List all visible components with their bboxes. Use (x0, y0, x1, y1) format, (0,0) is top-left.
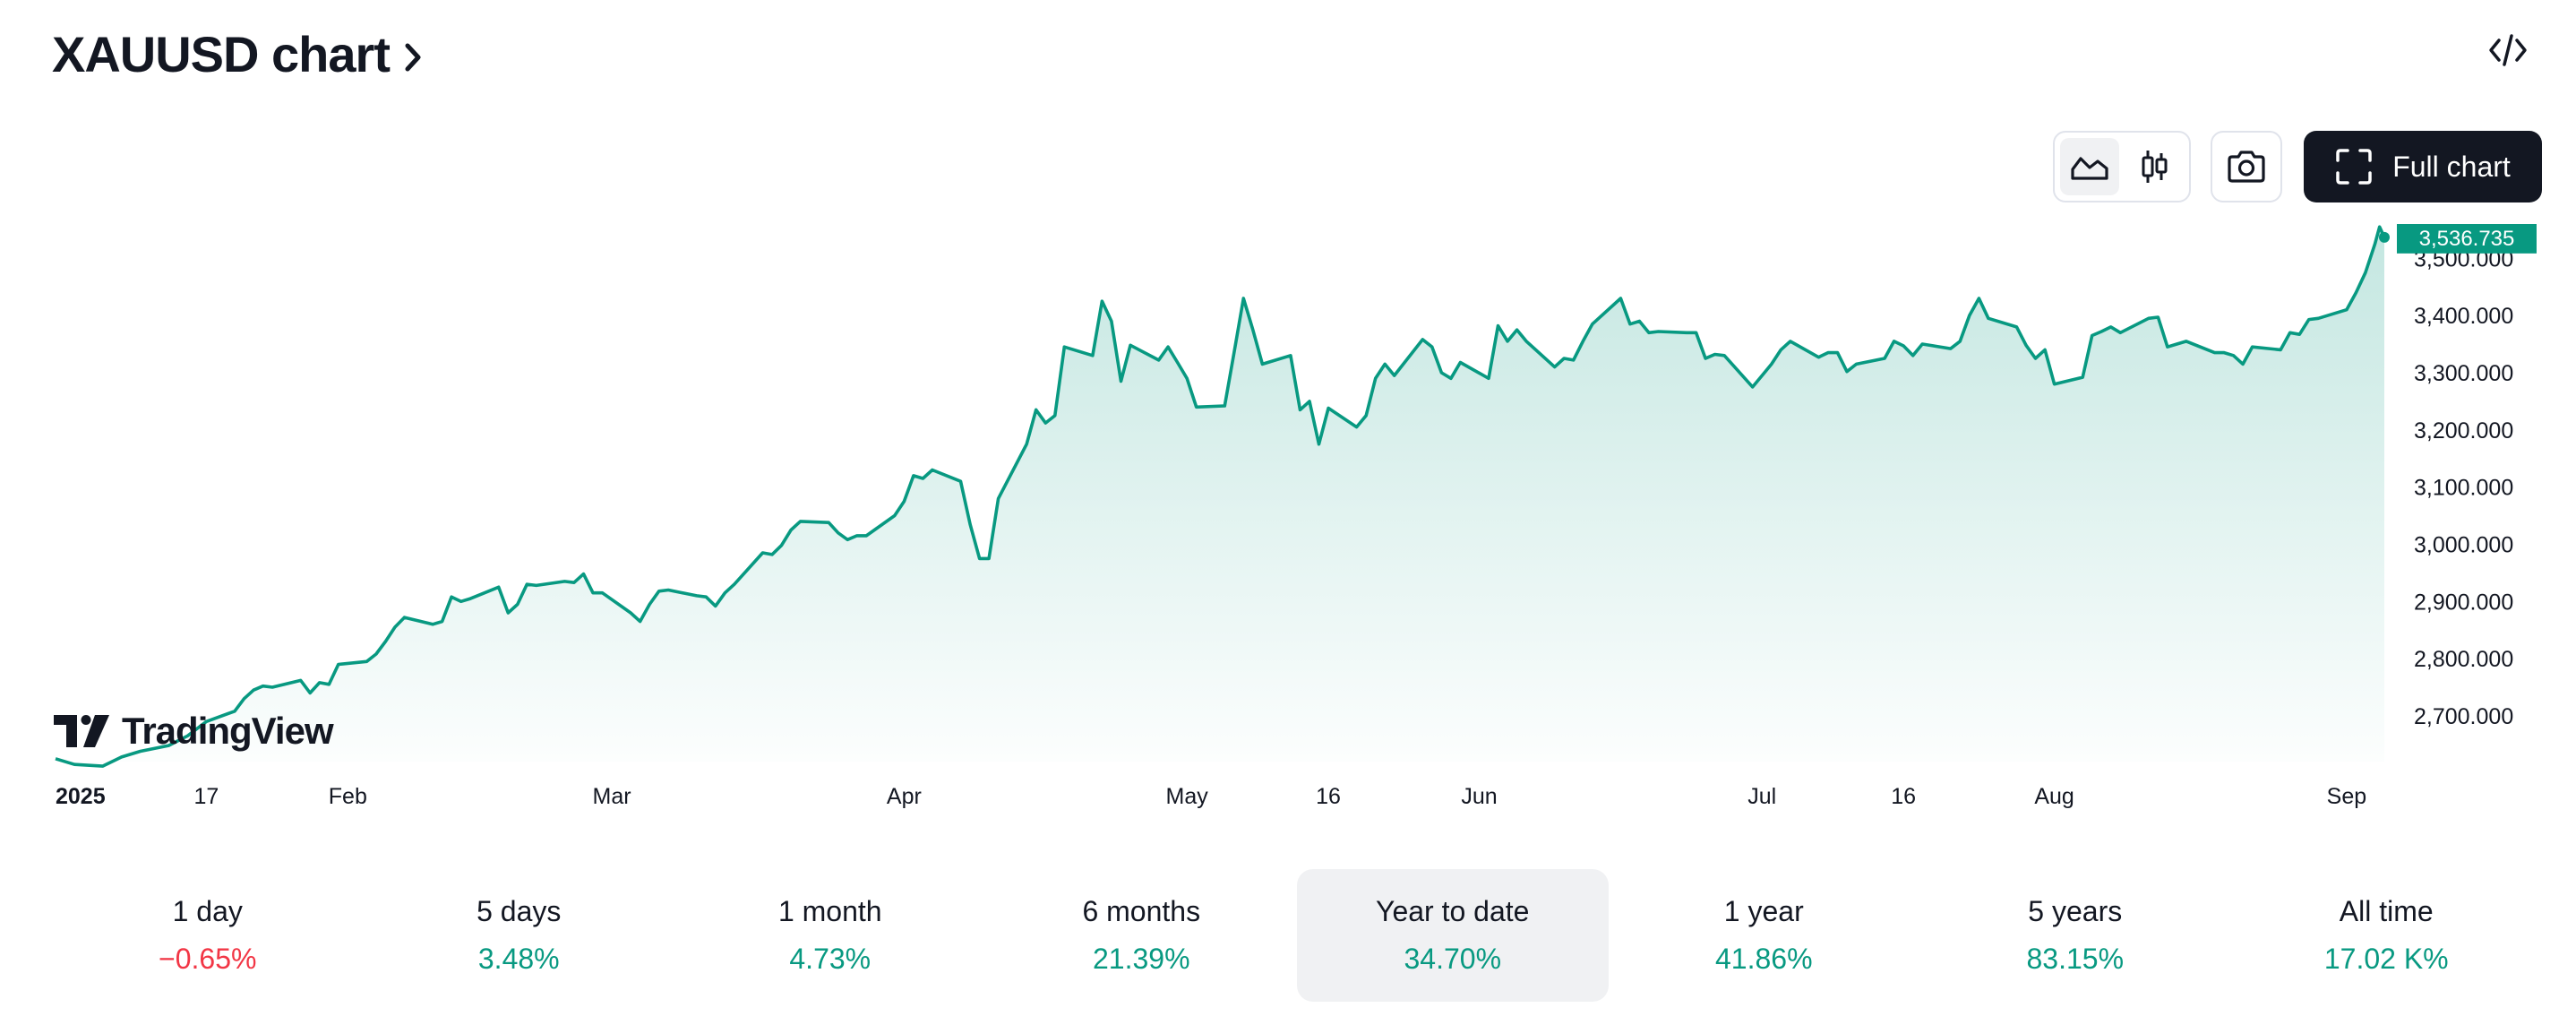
performance-periods: 1 day −0.65% 5 days 3.48% 1 month 4.73% 6 mont… (52, 869, 2542, 1002)
y-axis-tick-label: 2,700.000 (2414, 704, 2513, 729)
area-chart-icon (2071, 157, 2108, 180)
x-axis-tick-label: 16 (1891, 784, 1916, 809)
period-label: 1 month (777, 895, 882, 927)
price-chart[interactable]: 2,700.000 2,800.000 2,900.000 3,000.000 3,10… (0, 224, 2576, 833)
last-price-tag (2397, 224, 2537, 254)
tradingview-logo[interactable]: TradingView (54, 710, 334, 753)
last-price-label: 3,536.735 (2419, 227, 2515, 251)
period-tab-1-year[interactable]: 1 year 41.86% (1609, 869, 1920, 1002)
full-chart-button[interactable]: Full chart (2304, 131, 2542, 202)
period-label: 6 months (1082, 895, 1201, 927)
fullscreen-icon (2336, 149, 2372, 185)
period-label: 1 year (1723, 895, 1804, 927)
chart-type-toggle (2053, 131, 2191, 202)
chevron-right-icon (405, 43, 421, 71)
period-tab-5-years[interactable]: 5 years 83.15% (1919, 869, 2231, 1002)
period-tab-6-months[interactable]: 6 months 21.39% (986, 869, 1298, 1002)
y-axis-tick-label: 2,900.000 (2414, 590, 2513, 615)
full-chart-label: Full chart (2392, 150, 2511, 183)
x-axis-tick-label: 16 (1316, 784, 1341, 809)
period-change: 34.70% (1404, 943, 1502, 975)
x-axis-tick-label: Jul (1747, 784, 1776, 809)
x-axis-tick-label: Feb (329, 784, 367, 809)
candlestick-icon (2142, 151, 2168, 183)
x-axis-tick-label: 2025 (56, 784, 106, 809)
period-label: 5 years (2028, 895, 2123, 927)
period-label: All time (2339, 895, 2434, 927)
candlestick-chart-button[interactable] (2125, 138, 2184, 195)
period-change: 4.73% (789, 943, 872, 975)
y-axis-tick-label: 3,300.000 (2414, 361, 2513, 386)
period-tab-5-days[interactable]: 5 days 3.48% (364, 869, 675, 1002)
period-change: 21.39% (1092, 943, 1190, 975)
x-axis-tick-label: Aug (2034, 784, 2074, 809)
period-label: Year to date (1376, 895, 1530, 927)
y-axis-tick-label: 3,400.000 (2414, 304, 2513, 329)
period-tab-1-day[interactable]: 1 day −0.65% (52, 869, 364, 1002)
y-axis-tick-label: 3,200.000 (2414, 418, 2513, 444)
x-axis-tick-label: Jun (1461, 784, 1497, 809)
tradingview-logo-icon (54, 715, 109, 747)
period-change: 3.48% (477, 943, 560, 975)
last-price-dot (2379, 231, 2390, 243)
area-chart-button[interactable] (2060, 138, 2119, 195)
period-change: −0.65% (159, 943, 257, 975)
price-area-fill (56, 227, 2384, 767)
y-axis-tick-label: 3,100.000 (2414, 476, 2513, 501)
snapshot-button[interactable] (2211, 131, 2282, 202)
camera-icon (2228, 151, 2265, 183)
period-change: 83.15% (2026, 943, 2125, 975)
price-line (55, 225, 2386, 768)
y-axis-tick-label: 3,000.000 (2414, 532, 2513, 557)
x-axis-tick-label: 17 (194, 784, 219, 809)
x-axis-tick-label: Sep (2327, 784, 2366, 809)
period-tab-year-to-date[interactable]: Year to date 34.70% (1297, 869, 1609, 1002)
embed-code-button[interactable] (2485, 27, 2531, 73)
period-tab-1-month[interactable]: 1 month 4.73% (674, 869, 986, 1002)
tradingview-logo-text: TradingView (122, 710, 334, 752)
code-brackets-icon (2489, 34, 2527, 66)
x-axis-tick-label: Mar (593, 784, 631, 809)
period-label: 5 days (477, 895, 562, 927)
x-axis-tick-label: May (1166, 784, 1209, 809)
y-axis-tick-label: 2,800.000 (2414, 647, 2513, 672)
period-tab-all-time[interactable]: All time 17.02 K% (2231, 869, 2543, 1002)
x-axis-tick-label: Apr (887, 784, 922, 809)
period-label: 1 day (172, 895, 243, 927)
period-change: 17.02 K% (2323, 943, 2449, 975)
period-change: 41.86% (1714, 943, 1813, 975)
chart-title: XAUUSD chart (52, 26, 391, 82)
chart-title-link[interactable]: XAUUSD chart (52, 25, 424, 83)
